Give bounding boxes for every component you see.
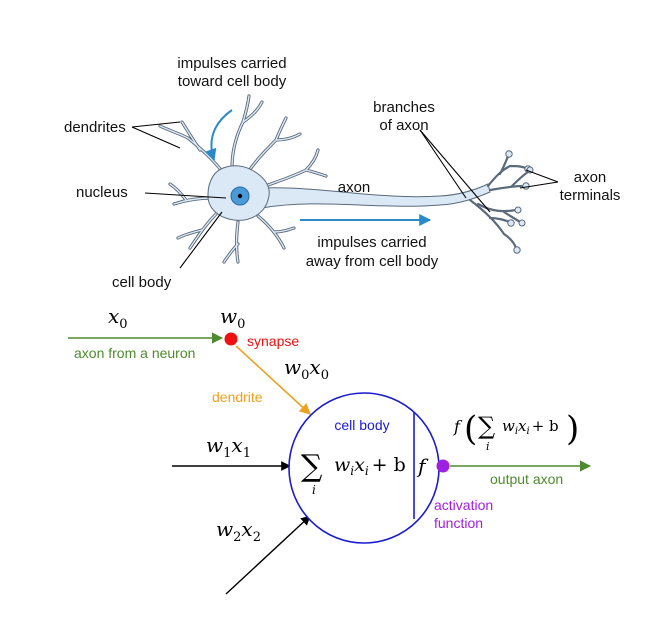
axon-shape (261, 183, 491, 209)
nucleolus-dot (237, 193, 243, 199)
cell-body-model-label: cell body (334, 417, 389, 433)
activation-function-label-line2: function (434, 515, 483, 531)
w2x2-label: w2x2 (216, 517, 261, 545)
output-axon-label: output axon (490, 471, 563, 487)
activation-dot (436, 459, 450, 473)
synapse-dot (224, 332, 238, 346)
dendrite-label: dendrite (212, 389, 263, 405)
svg-text:∑: ∑ (478, 412, 495, 440)
terminal-buttons (505, 150, 534, 254)
svg-text:wixi+ b: wixi + b (502, 417, 559, 437)
w0x0-label: w0x0 (284, 355, 329, 383)
x0-label: x0 (108, 304, 128, 332)
nucleus-label: nucleus (76, 184, 128, 201)
dendrites-label: dendrites (64, 119, 126, 136)
activation-function-label-line1: activation (434, 497, 493, 513)
mathematical-model: x0 w0 axon from a neuron synapse w0x0 de… (68, 304, 592, 595)
impulses-toward-label-line2: toward cell body (178, 73, 287, 90)
svg-text:f: f (453, 417, 463, 436)
svg-text:i: i (486, 440, 490, 453)
w0-label: w0 (220, 304, 245, 332)
branches-label-line1: branches (373, 99, 435, 116)
sum-symbol: ∑ (301, 449, 323, 484)
synapse-label: synapse (247, 333, 299, 349)
axon-terminals-label-line2: terminals (560, 187, 621, 204)
w1x1-label: w1x1 (206, 433, 251, 461)
sum-expression: wixi + b (334, 454, 406, 478)
input-w2x2-arrow (225, 515, 311, 595)
dendrite-arrow (235, 345, 311, 415)
axon-from-neuron-label: axon from a neuron (74, 345, 195, 361)
impulses-toward-label-line1: impulses carried (177, 55, 286, 72)
cell-body-label: cell body (112, 274, 172, 291)
axon-label: axon (338, 179, 371, 196)
svg-text:): ) (566, 409, 579, 449)
impulse-toward-arrow (204, 109, 233, 162)
branches-label-line2: of axon (379, 117, 428, 134)
output-formula: f ( ∑ i wixi + b ) (453, 409, 579, 453)
biological-neuron: impulses carried toward cell body dendri… (64, 55, 620, 291)
sum-index: i (312, 483, 316, 497)
label-pointers (131, 121, 559, 269)
svg-text:(: ( (464, 409, 477, 449)
axon-terminals (468, 154, 530, 250)
impulses-away-label-line2: away from cell body (306, 253, 439, 270)
impulses-away-label-line1: impulses carried (317, 234, 426, 251)
axon-terminals-label-line1: axon (574, 169, 607, 186)
